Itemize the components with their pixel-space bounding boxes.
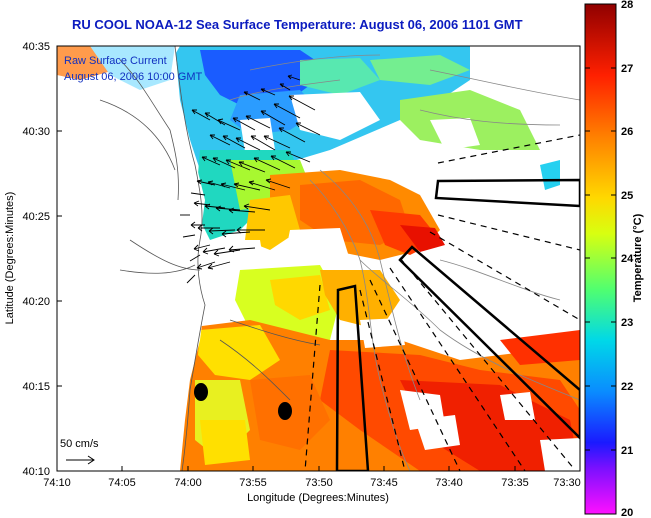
- coastline-contours: [99, 46, 321, 471]
- colorbar: [584, 3, 617, 515]
- colorbar-tick-label: 22: [621, 381, 633, 393]
- map-axis-ticks: [57, 45, 516, 472]
- colorbar-tick-label: 27: [621, 63, 633, 75]
- x-tick-label: 74:10: [43, 477, 71, 489]
- map-title: RU COOL NOAA-12 Sea Surface Temperature:…: [72, 17, 523, 32]
- colorbar-tick-label: 21: [621, 445, 633, 457]
- colorbar-ticks: [585, 67, 616, 451]
- x-axis-label: Longitude (Degrees:Minutes): [247, 492, 389, 504]
- current-label-line2: August 06, 2006 10:00 GMT: [64, 71, 202, 83]
- x-tick-label: 73:55: [239, 477, 267, 489]
- y-tick-label: 40:30: [22, 126, 50, 138]
- colorbar-label: Temperature (°C): [632, 213, 644, 302]
- current-label-line1: Raw Surface Current: [64, 55, 167, 67]
- y-tick-label: 40:35: [22, 41, 50, 53]
- x-tick-label: 73:30: [553, 477, 581, 489]
- colorbar-tick-label: 20: [621, 507, 633, 518]
- current-vectors: [180, 74, 321, 284]
- scale-arrow: [66, 455, 95, 465]
- x-tick-label: 74:05: [108, 477, 136, 489]
- x-tick-label: 73:40: [435, 477, 463, 489]
- colorbar-tick-label: 24: [621, 253, 634, 265]
- y-axis-label: Latitude (Degrees:Minutes): [4, 192, 16, 325]
- y-tick-label: 40:25: [22, 211, 50, 223]
- station-marker: [278, 402, 292, 420]
- y-tick-label: 40:15: [22, 381, 50, 393]
- y-tick-label: 40:10: [22, 466, 50, 478]
- x-tick-label: 73:50: [305, 477, 333, 489]
- colorbar-tick-label: 26: [621, 126, 633, 138]
- station-marker: [194, 383, 208, 401]
- x-tick-label: 73:35: [501, 477, 529, 489]
- colorbar-tick-label: 25: [621, 190, 633, 202]
- map-area: [57, 46, 580, 471]
- transect-boxes: [335, 178, 580, 471]
- scale-label: 50 cm/s: [60, 438, 99, 450]
- land-area: [57, 46, 205, 471]
- colorbar-tick-label: 23: [621, 317, 633, 329]
- x-tick-label: 74:00: [174, 477, 202, 489]
- x-tick-label: 73:45: [370, 477, 398, 489]
- survey-lines: [304, 134, 580, 471]
- colorbar-tick-label: 28: [621, 0, 633, 11]
- y-tick-label: 40:20: [22, 296, 50, 308]
